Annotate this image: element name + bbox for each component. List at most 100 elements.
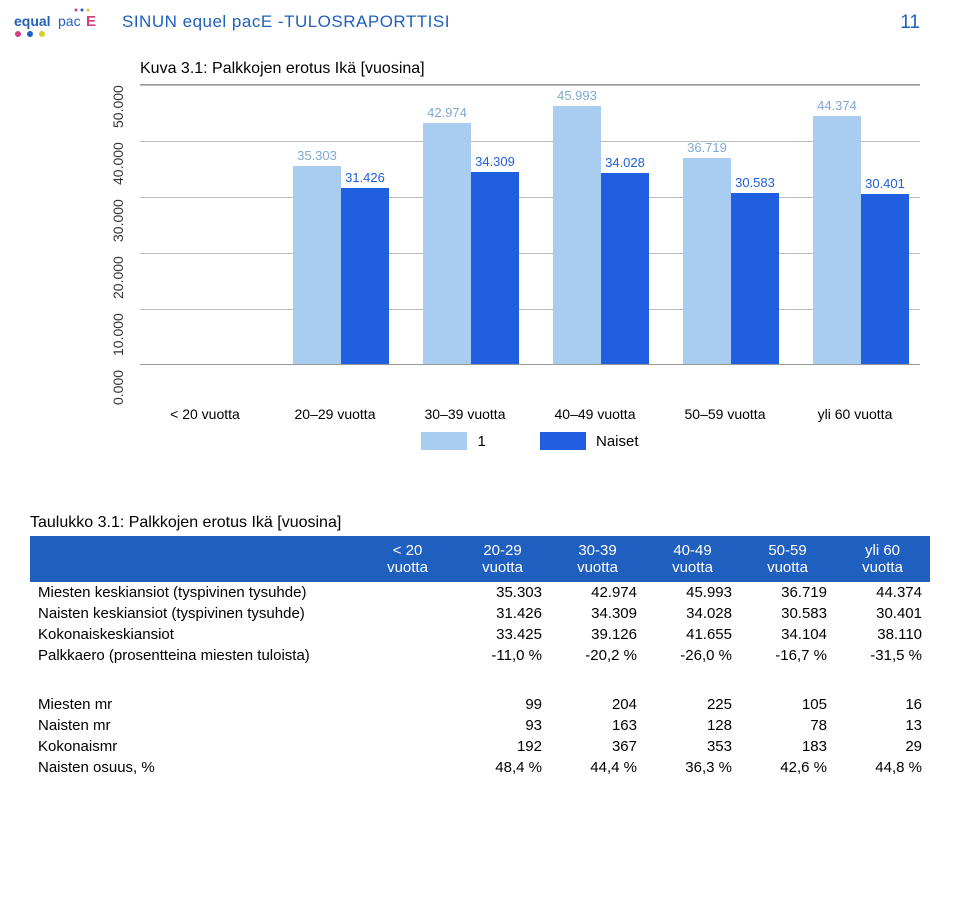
bar-series1: 36.719 — [683, 158, 731, 364]
table-row: Kokonaismr 19236735318329 — [30, 736, 930, 757]
table-cell: 38.110 — [835, 624, 930, 645]
page-number: 11 — [900, 8, 920, 34]
table-cell: 105 — [740, 694, 835, 715]
table-cell — [360, 736, 455, 757]
table-row: Naisten mr 931631287813 — [30, 715, 930, 736]
page-header: equal pac E SINUN equel pacE -TULOSRAPOR… — [0, 0, 960, 46]
table-cell: -16,7 % — [740, 645, 835, 666]
figure-caption: Kuva 3.1: Palkkojen erotus Ikä [vuosina] — [140, 60, 960, 78]
table-cell: 31.426 — [455, 603, 550, 624]
chart-legend: 1 Naiset — [140, 432, 920, 454]
row-label: Palkkaero (prosentteina miesten tuloista… — [30, 645, 360, 666]
table-cell: 163 — [550, 715, 645, 736]
table-row: Naisten osuus, %48,4 %44,4 %36,3 %42,6 %… — [30, 757, 930, 778]
bar-series2: 31.426 — [341, 188, 389, 364]
table-cell — [360, 624, 455, 645]
table1-title: Taulukko 3.1: Palkkojen erotus Ikä [vuos… — [30, 514, 960, 532]
table-cell: 29 — [835, 736, 930, 757]
table-cell: 34.028 — [645, 603, 740, 624]
table-cell: 16 — [835, 694, 930, 715]
table-cell: 44,8 % — [835, 757, 930, 778]
row-label: Naisten keskiansiot (tyspivinen tysuhde) — [30, 603, 360, 624]
row-label: Naisten mr — [30, 715, 360, 736]
table-header: 50-59vuotta — [740, 536, 835, 582]
bar-series2: 34.028 — [601, 173, 649, 364]
bar-group: 45.99334.028 — [546, 106, 656, 364]
report-title: SINUN equel pacE -TULOSRAPORTTISI — [122, 8, 900, 32]
table-cell: 34.104 — [740, 624, 835, 645]
table-cell — [360, 715, 455, 736]
bar-series1: 44.374 — [813, 116, 861, 364]
table-header — [30, 536, 360, 582]
table1: < 20vuotta20-29vuotta30-39vuotta40-49vuo… — [30, 536, 930, 666]
table-cell: -26,0 % — [645, 645, 740, 666]
bar-group: 44.37430.401 — [806, 116, 916, 364]
svg-text:equal: equal — [14, 13, 51, 29]
bar-group: 35.30331.426 — [286, 166, 396, 364]
legend-swatch-2 — [540, 432, 586, 450]
bar-series1: 45.993 — [553, 106, 601, 364]
table-cell: 33.425 — [455, 624, 550, 645]
table-header: 20-29vuotta — [455, 536, 550, 582]
table-cell: 34.309 — [550, 603, 645, 624]
table-cell: 353 — [645, 736, 740, 757]
bar-series2: 30.401 — [861, 194, 909, 364]
table-cell: 44.374 — [835, 582, 930, 603]
table-cell: 41.655 — [645, 624, 740, 645]
table-cell: 36,3 % — [645, 757, 740, 778]
table-cell: 48,4 % — [455, 757, 550, 778]
table-cell: 30.583 — [740, 603, 835, 624]
table-cell: 183 — [740, 736, 835, 757]
table-cell: 13 — [835, 715, 930, 736]
table-cell: 39.126 — [550, 624, 645, 645]
table-cell: 45.993 — [645, 582, 740, 603]
bar-series1: 35.303 — [293, 166, 341, 364]
bar-group: 36.71930.583 — [676, 158, 786, 364]
table-cell: -11,0 % — [455, 645, 550, 666]
row-label: Kokonaiskeskiansiot — [30, 624, 360, 645]
table-cell: 36.719 — [740, 582, 835, 603]
row-label: Kokonaismr — [30, 736, 360, 757]
table-cell — [360, 582, 455, 603]
table-cell — [360, 757, 455, 778]
table-cell: 35.303 — [455, 582, 550, 603]
table-cell: 93 — [455, 715, 550, 736]
table-cell: 99 — [455, 694, 550, 715]
legend-item-naiset: Naiset — [540, 432, 639, 450]
x-axis: < 20 vuotta 20–29 vuotta 30–39 vuotta 40… — [140, 406, 920, 426]
table-cell: 192 — [455, 736, 550, 757]
table-row: Kokonaiskeskiansiot 33.42539.12641.65534.… — [30, 624, 930, 645]
table-cell: 44,4 % — [550, 757, 645, 778]
legend-swatch-1 — [421, 432, 467, 450]
table-cell: -31,5 % — [835, 645, 930, 666]
table-cell — [360, 694, 455, 715]
svg-text:pac: pac — [58, 13, 81, 29]
svg-text:E: E — [86, 13, 96, 30]
table-cell — [360, 645, 455, 666]
table-cell: 367 — [550, 736, 645, 757]
table-cell: 30.401 — [835, 603, 930, 624]
table-row: Naisten keskiansiot (tyspivinen tysuhde)… — [30, 603, 930, 624]
table-cell: -20,2 % — [550, 645, 645, 666]
table-row: Miesten mr 9920422510516 — [30, 694, 930, 715]
table-cell: 204 — [550, 694, 645, 715]
row-label: Miesten mr — [30, 694, 360, 715]
y-axis: 0.000 10.000 20.000 30.000 40.000 50.000 — [98, 85, 138, 405]
table-header: 30-39vuotta — [550, 536, 645, 582]
table-header: 40-49vuotta — [645, 536, 740, 582]
bar-series2: 34.309 — [471, 172, 519, 364]
plot-area: 35.30331.42642.97434.30945.99334.02836.7… — [140, 85, 920, 365]
table-cell: 78 — [740, 715, 835, 736]
table-header: yli 60vuotta — [835, 536, 930, 582]
table-cell: 128 — [645, 715, 740, 736]
table-header: < 20vuotta — [360, 536, 455, 582]
table-row: Miesten keskiansiot (tyspivinen tysuhde)… — [30, 582, 930, 603]
bar-group: 42.97434.309 — [416, 123, 526, 364]
table-cell — [360, 603, 455, 624]
legend-item-1: 1 — [421, 432, 485, 450]
table-row: Palkkaero (prosentteina miesten tuloista… — [30, 645, 930, 666]
table-cell: 225 — [645, 694, 740, 715]
bar-chart: 0.000 10.000 20.000 30.000 40.000 50.000… — [140, 84, 920, 404]
row-label: Naisten osuus, % — [30, 757, 360, 778]
bar-series2: 30.583 — [731, 193, 779, 364]
